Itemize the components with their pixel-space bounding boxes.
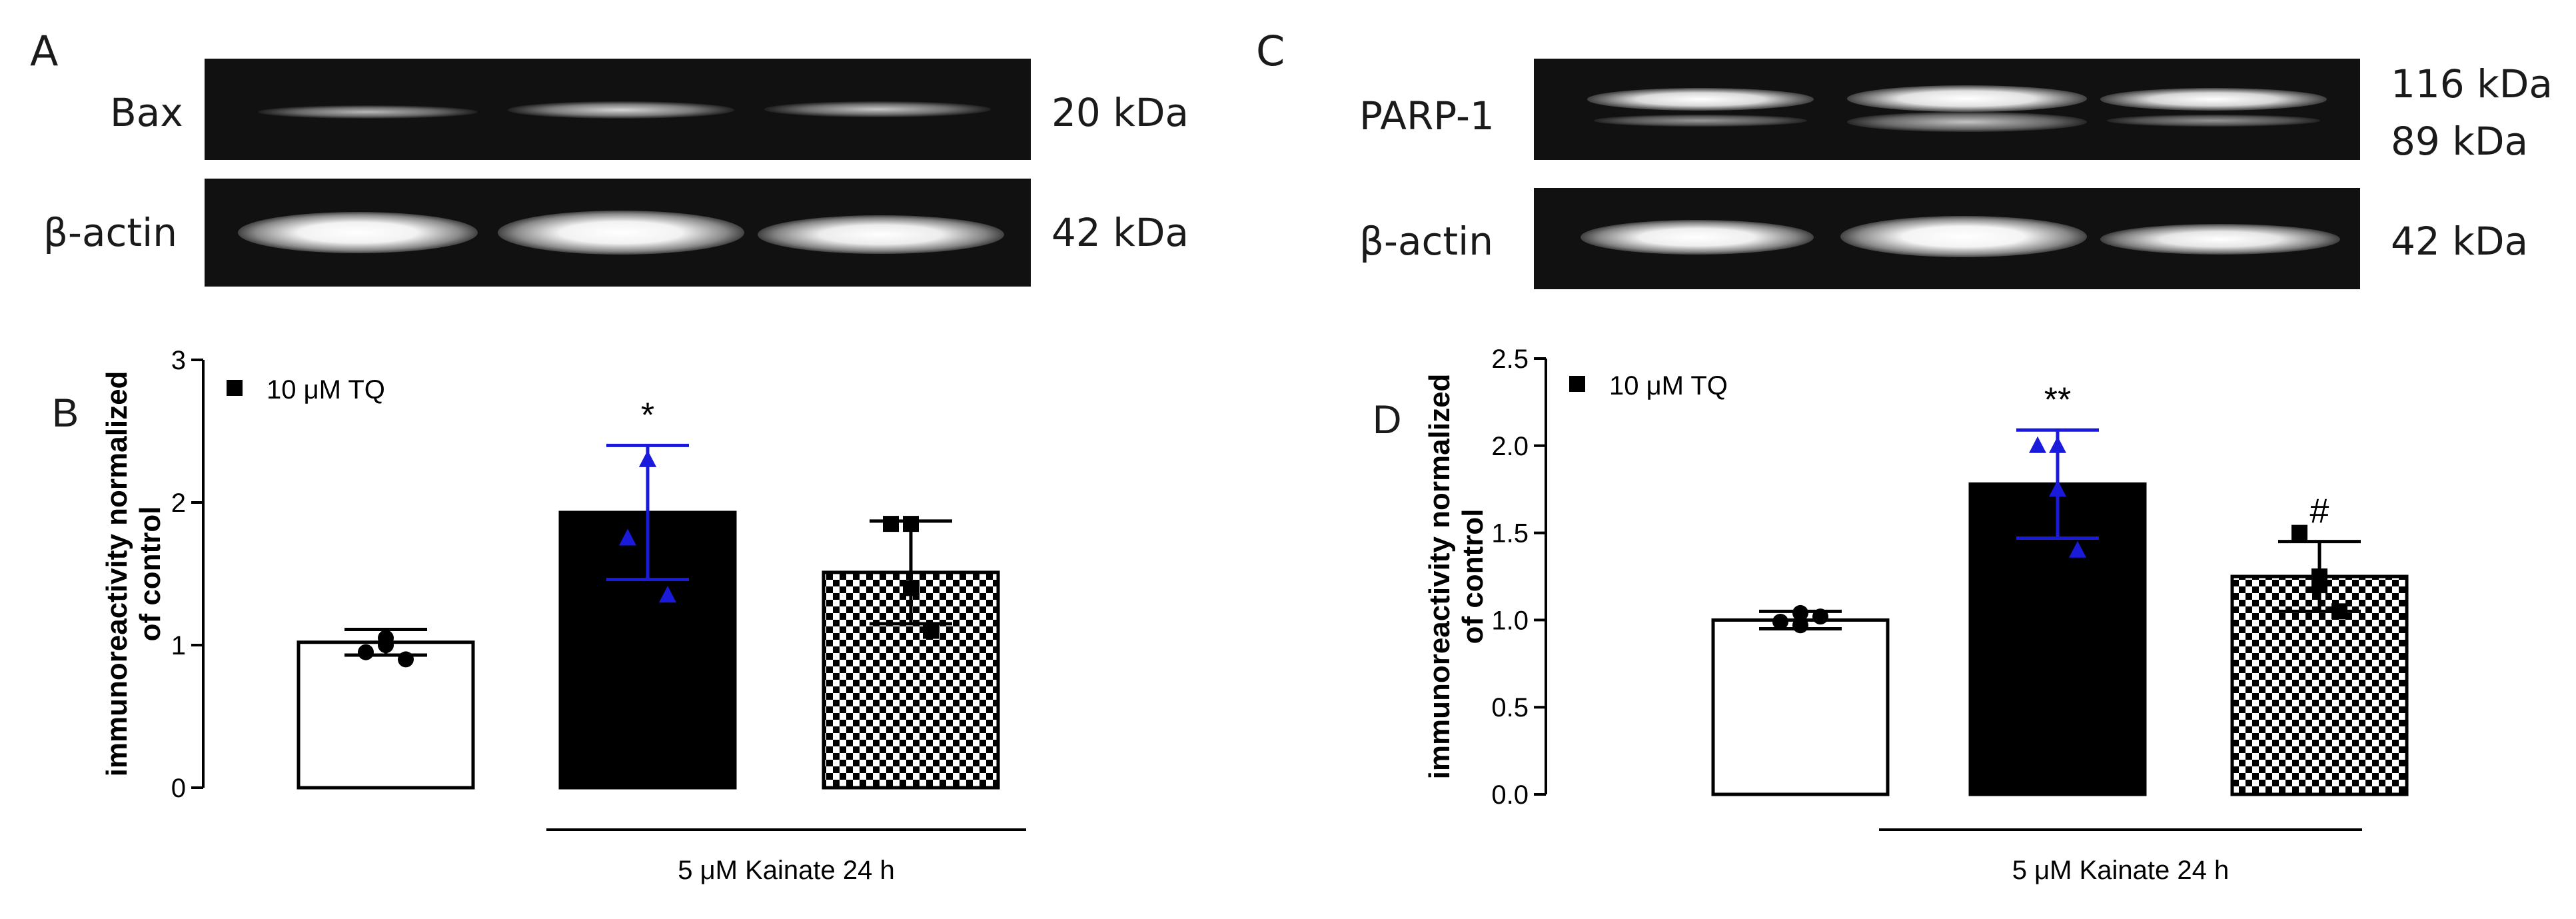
legend-label: 10 μM TQ: [1609, 371, 1728, 401]
blot-image-b-actin-c: [1534, 188, 2360, 289]
y-tick-label: 2: [171, 488, 186, 518]
y-tick-label: 0.0: [1491, 780, 1529, 810]
data-point: [1792, 604, 1808, 621]
blot-band: [1594, 115, 1807, 127]
blot-label-b-actin-a: β-actin: [43, 210, 177, 255]
blot-band: [508, 101, 734, 119]
bar: [297, 640, 475, 790]
y-tick-label: 2.0: [1491, 432, 1529, 461]
data-point: [2291, 524, 2307, 541]
data-point: [903, 580, 919, 596]
data-point: [398, 651, 414, 668]
data-point: [2311, 568, 2327, 584]
blot-image-b-actin-a: [205, 179, 1031, 287]
data-point: [358, 644, 374, 660]
panel-label-c: C: [1256, 27, 1285, 75]
blot-band: [1847, 85, 2087, 112]
significance-mark: #: [2310, 492, 2329, 531]
blot-image-parp-1: [1534, 59, 2360, 160]
data-point: [2049, 436, 2066, 453]
legend-marker: [227, 380, 243, 396]
panel-label-a: A: [30, 27, 59, 75]
blot-band: [2100, 224, 2340, 255]
kda-label-parp-1-upper: 116 kDa: [2391, 61, 2553, 107]
data-point: [1792, 617, 1808, 634]
data-point: [2331, 603, 2347, 620]
data-point: [1812, 608, 1828, 625]
x-axis-label: 5 μM Kainate 24 h: [678, 856, 894, 885]
blot-band: [1587, 88, 1814, 111]
kda-label-parp-1-lower: 89 kDa: [2391, 119, 2529, 164]
y-axis-label: immunoreactivity normalizedof control: [101, 371, 167, 777]
blot-band: [1847, 112, 2087, 132]
y-tick-label: 3: [171, 346, 186, 375]
data-point: [923, 622, 939, 639]
kda-label-bax: 20 kDa: [1051, 90, 1189, 135]
blot-band: [258, 105, 478, 119]
y-axis-label-line: immunoreactivity normalized: [101, 371, 133, 777]
bar: [1711, 618, 1890, 796]
panel-label-b: B: [52, 391, 79, 435]
blot-band: [1581, 220, 1814, 255]
y-axis-label-line: of control: [1457, 509, 1489, 644]
data-point: [2029, 436, 2046, 453]
data-point: [903, 516, 919, 532]
data-point: [2049, 480, 2066, 497]
data-point: [659, 586, 676, 603]
panel-label-d: D: [1373, 397, 1401, 442]
data-point: [883, 516, 899, 532]
data-point: [619, 528, 636, 546]
blot-label-bax: Bax: [110, 90, 183, 135]
y-tick-label: 1.0: [1491, 606, 1529, 635]
legend-marker: [1569, 376, 1585, 392]
y-tick-label: 2.5: [1491, 345, 1529, 374]
significance-mark: **: [2044, 381, 2071, 419]
x-axis-label: 5 μM Kainate 24 h: [2012, 856, 2229, 885]
blot-band: [2107, 115, 2320, 127]
blot-band: [2100, 88, 2327, 111]
blot-band: [764, 101, 991, 117]
y-axis-label-line: immunoreactivity normalized: [1423, 374, 1456, 780]
blot-band: [758, 215, 1004, 254]
y-tick-label: 0: [171, 774, 186, 803]
blot-label-parp-1: PARP-1: [1359, 93, 1495, 139]
data-point: [378, 637, 394, 653]
data-point: [1772, 614, 1788, 630]
data-point: [639, 450, 656, 467]
y-axis-label: immunoreactivity normalizedof control: [1423, 374, 1489, 780]
y-tick-label: 1.5: [1491, 519, 1529, 548]
y-tick-label: 1: [171, 631, 186, 660]
significance-mark: *: [641, 396, 654, 435]
blot-band: [1840, 216, 2087, 257]
y-axis-label-line: of control: [134, 506, 167, 642]
kda-label-b-actin-a: 42 kDa: [1051, 210, 1189, 255]
y-tick-label: 0.5: [1491, 693, 1529, 722]
kda-label-b-actin-c: 42 kDa: [2391, 219, 2529, 264]
legend-label: 10 μM TQ: [267, 375, 385, 405]
data-point: [2069, 540, 2086, 558]
blot-label-b-actin-c: β-actin: [1359, 219, 1493, 264]
blot-band: [498, 211, 744, 255]
blot-image-bax: [205, 59, 1031, 160]
blot-band: [238, 212, 478, 253]
